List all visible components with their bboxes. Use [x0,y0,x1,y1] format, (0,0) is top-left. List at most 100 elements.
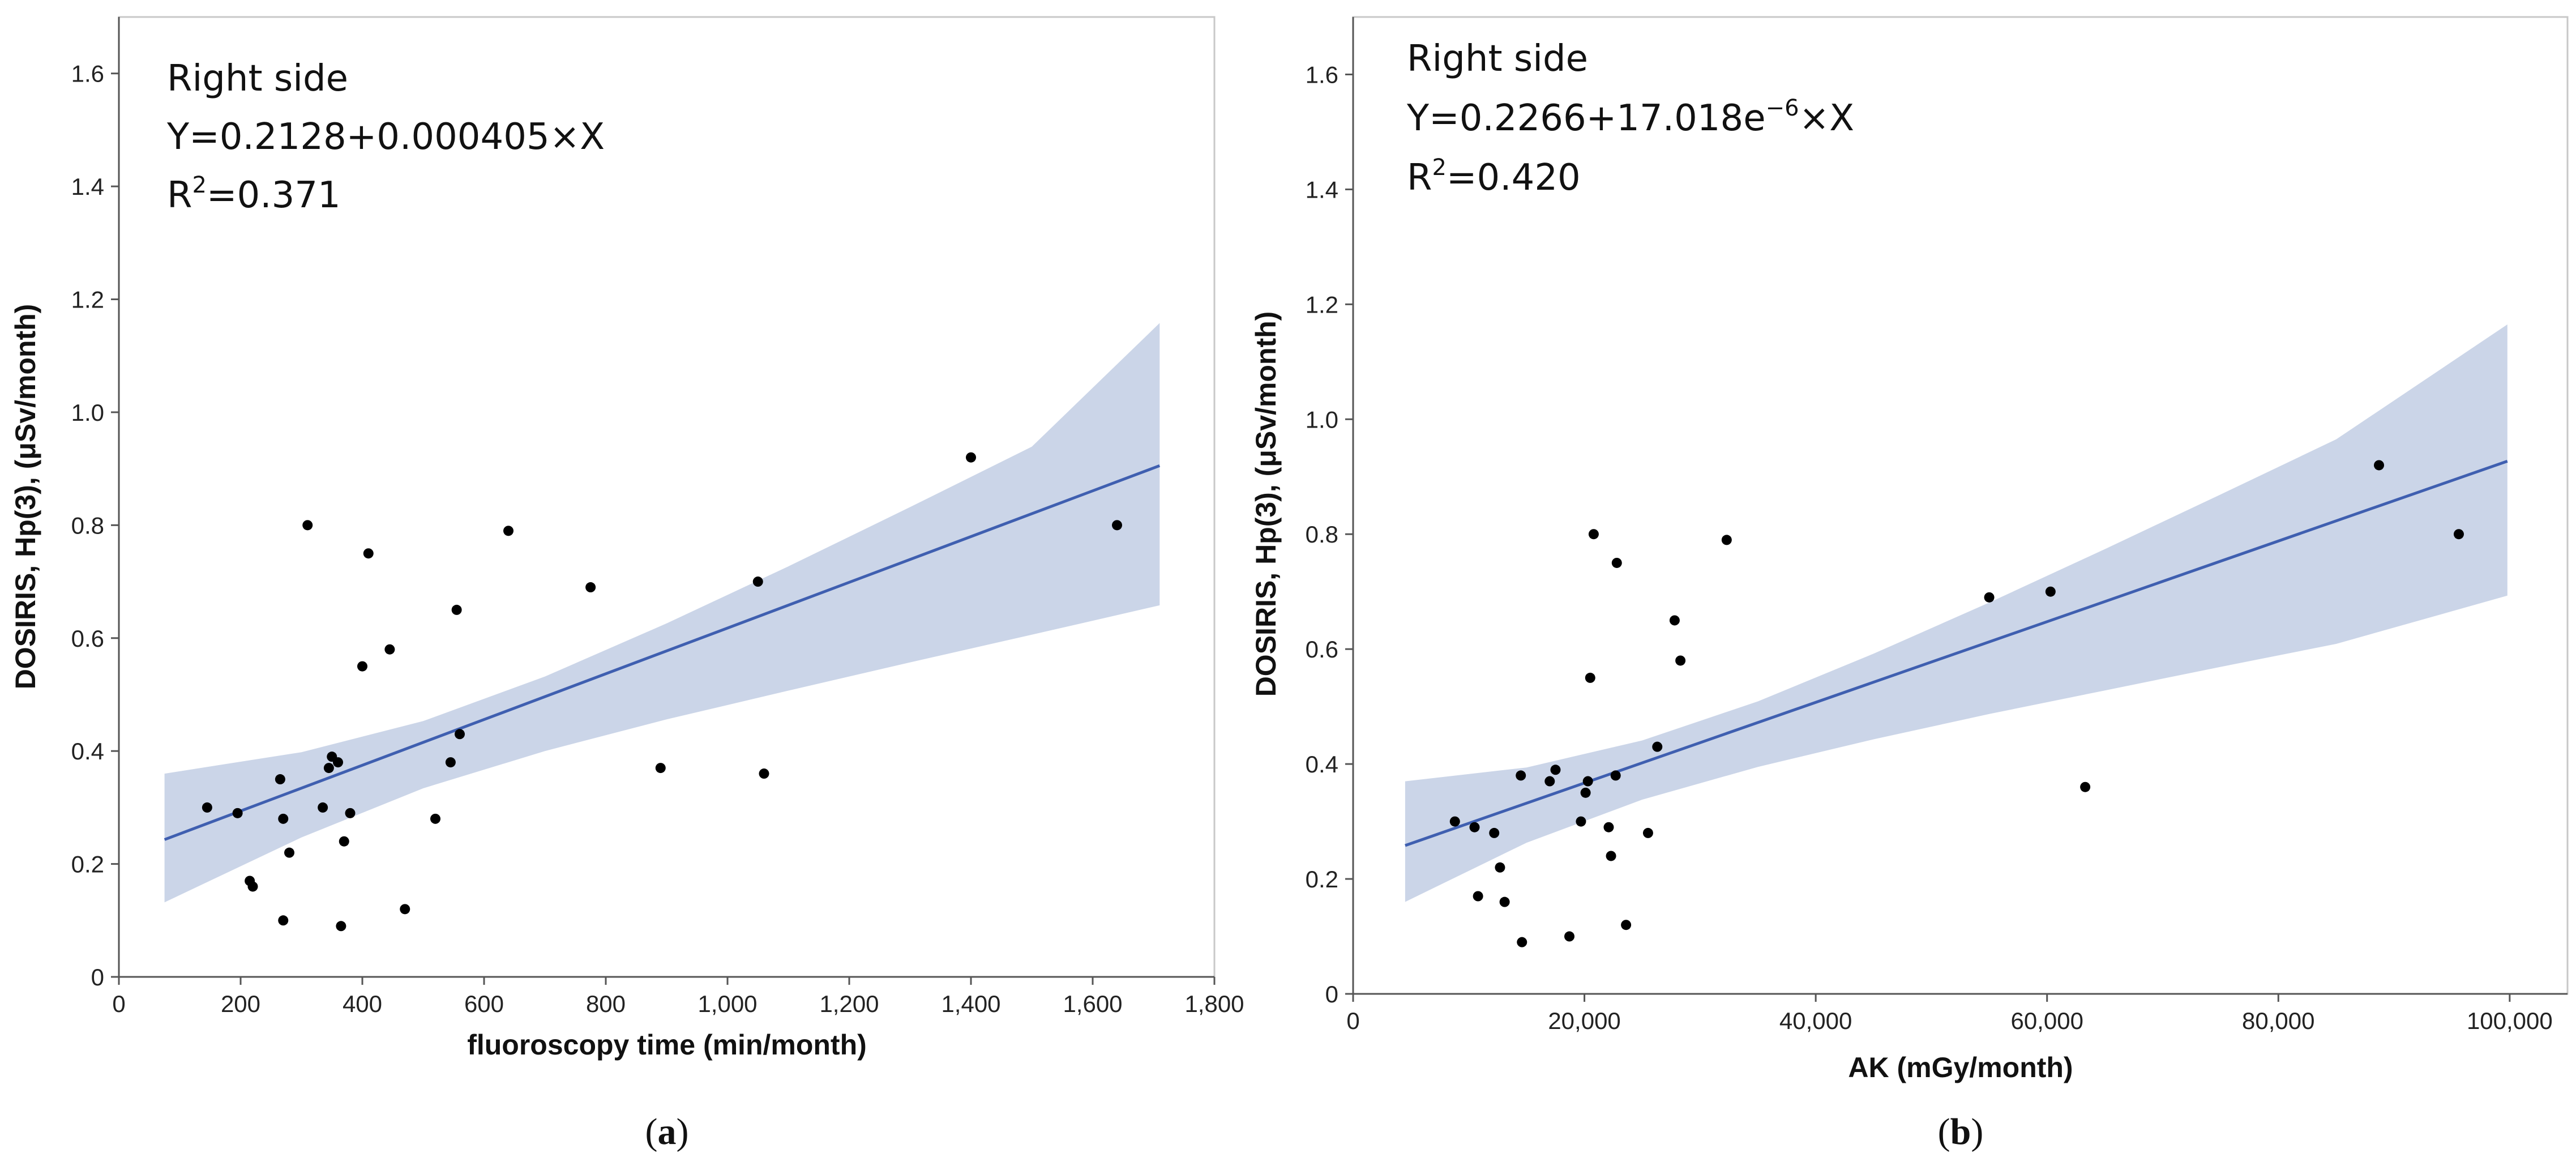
confidence-band-a [164,323,1160,903]
data-point [2045,586,2056,597]
data-point [1489,827,1500,838]
data-point [451,604,462,615]
data-point [339,836,349,847]
data-point [445,757,456,768]
data-point [336,921,346,932]
y-tick-label: 0.6 [1306,636,1338,663]
data-point [1516,770,1526,781]
x-tick-label: 100,000 [2467,1007,2553,1034]
data-point [1495,862,1505,873]
data-point [1675,655,1686,666]
data-point [232,808,243,818]
chart-panel-b: 0 20,000 40,000 60,000 80,000 100,000 0 0.2 0.4… [1250,16,2569,1152]
panel-caption-a: (a) [645,1111,689,1152]
data-point [1611,557,1622,568]
y-ticks-b: 0 0.2 0.4 0.6 0.8 1.0 1.2 1.4 1.6 [1306,61,1353,1007]
annotation-r2-b: R2=0.420 [1407,155,1581,199]
x-ticks-b: 0 20,000 40,000 60,000 80,000 100,000 [1346,994,2553,1034]
data-point [2453,529,2464,540]
regression-line-layer-b [1405,460,2508,847]
x-tick-label: 400 [343,990,382,1017]
data-point [455,729,465,740]
annotation-title-b: Right side [1407,38,1588,80]
annotation-r2-a: R2=0.371 [167,172,341,216]
data-points-layer-b [1449,460,2464,947]
data-point [1603,822,1614,832]
confidence-band-layer-b [1405,324,2507,902]
data-point [357,661,367,672]
x-tick-label: 1,000 [698,990,757,1017]
data-point [1642,827,1653,838]
regression-line-a [164,464,1161,841]
data-point [1721,535,1732,545]
data-point [284,847,294,858]
x-tick-label: 20,000 [1548,1007,1620,1034]
y-tick-label: 1.6 [1306,61,1338,88]
data-point [1517,937,1527,947]
y-tick-label: 1.0 [71,399,104,426]
y-tick-label: 0.2 [71,851,104,878]
x-tick-label: 0 [1346,1007,1359,1034]
data-point [1469,822,1480,832]
x-tick-label: 800 [586,990,626,1017]
data-point [384,644,395,655]
data-point [345,808,356,818]
y-ticks-a: 0 0.2 0.4 0.6 0.8 1.0 1.2 1.4 1.6 [71,61,119,990]
y-axis-label-a: DOSIRIS, Hp(3), (μSv/month) [10,304,41,690]
data-point [1610,770,1621,781]
regression-line-layer-a [164,464,1161,841]
data-point [585,582,596,593]
regression-line-b [1405,460,2508,847]
data-point [1473,891,1483,902]
x-ticks-a: 0 200 400 600 800 1,000 1,200 1,400 1,600 1,800 [112,977,1244,1017]
data-point [363,548,374,559]
data-point [247,881,258,892]
data-point [1621,920,1632,930]
data-point [400,904,410,915]
data-point [759,768,769,779]
data-point [1550,765,1561,775]
data-point [1652,741,1663,752]
data-point [1544,776,1555,787]
data-point [1606,851,1616,861]
data-point [503,526,514,536]
annotation-equation-a: Y=0.2128+0.000405×X [166,116,605,158]
data-point [278,813,289,824]
y-tick-label: 1.0 [1306,406,1338,433]
data-point [1564,931,1575,942]
y-tick-label: 0.8 [1306,521,1338,548]
data-point [302,520,313,531]
x-tick-label: 80,000 [2242,1007,2314,1034]
data-point [2374,460,2385,471]
x-tick-label: 200 [221,990,260,1017]
y-tick-label: 1.6 [71,61,104,87]
chart-panel-a: 0 200 400 600 800 1,000 1,200 1,400 1,600 1,800 0… [10,16,1244,1152]
x-axis-label-a: fluoroscopy time (min/month) [467,1029,867,1061]
annotation-equation-b: Y=0.2266+17.018e−6×X [1406,95,1854,139]
y-tick-label: 1.4 [71,173,104,200]
x-tick-label: 1,800 [1184,990,1244,1017]
y-axis-label-b: DOSIRIS, Hp(3), (μSv/month) [1250,311,1282,697]
data-point [1588,529,1599,540]
y-tick-label: 1.2 [71,287,104,313]
data-point [333,757,343,768]
data-point [1984,592,1995,603]
panel-caption-b: (b) [1938,1111,1984,1152]
data-point [1580,787,1591,798]
x-tick-label: 40,000 [1779,1007,1852,1034]
data-point [323,763,334,774]
data-point [966,452,976,463]
data-point [202,802,212,813]
data-point [1585,672,1595,683]
x-tick-label: 1,200 [819,990,879,1017]
data-point [655,763,666,774]
y-tick-label: 1.4 [1306,176,1338,203]
y-tick-label: 0.2 [1306,866,1338,893]
data-point [1582,776,1593,787]
y-tick-label: 0 [1325,981,1338,1007]
y-tick-label: 0.8 [71,512,104,539]
x-tick-label: 0 [112,990,125,1017]
y-tick-label: 0.4 [71,738,104,765]
data-point [752,577,763,587]
